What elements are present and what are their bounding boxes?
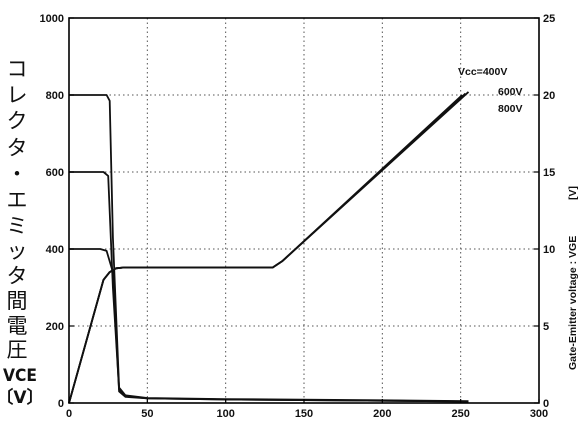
x-tick-label: 250 bbox=[451, 408, 469, 420]
annotation-vcc-400: Vcc=400V bbox=[458, 66, 507, 78]
left-label-char: 圧 bbox=[7, 338, 28, 362]
left-label-char: エ bbox=[7, 188, 28, 212]
left-label-char: タ bbox=[7, 264, 28, 288]
x-tick-label: 150 bbox=[295, 408, 313, 420]
left-tick-label: 0 bbox=[58, 398, 64, 410]
x-tick-label: 50 bbox=[141, 408, 153, 420]
right-tick-label: 10 bbox=[543, 244, 555, 256]
annotations: Vcc=400V 600V 800V bbox=[458, 66, 523, 115]
left-tick-label: 400 bbox=[46, 244, 64, 256]
left-label-char: ク bbox=[7, 109, 28, 133]
x-tick-label: 0 bbox=[66, 408, 72, 420]
right-label-text: Gate-Emitter voltage : VGE bbox=[567, 236, 579, 370]
left-label-char: ミ bbox=[7, 214, 28, 238]
right-tick-label: 15 bbox=[543, 167, 555, 179]
left-label-char: コ bbox=[7, 57, 28, 81]
x-tick-label: 200 bbox=[373, 408, 391, 420]
right-tick-label: 0 bbox=[543, 398, 549, 410]
left-label-char: ッ bbox=[7, 239, 28, 263]
x-tick-label: 300 bbox=[530, 408, 548, 420]
left-label-symbol: VCE bbox=[3, 366, 37, 386]
right-tick-label: 5 bbox=[543, 321, 549, 333]
right-tick-label: 20 bbox=[543, 90, 555, 102]
left-tick-label: 800 bbox=[46, 90, 64, 102]
left-tick-label: 200 bbox=[46, 321, 64, 333]
right-label-unit: [V] bbox=[567, 186, 579, 200]
grid bbox=[69, 18, 539, 403]
left-label-char: タ bbox=[7, 136, 28, 160]
left-label-char: ・ bbox=[7, 162, 28, 186]
left-label-char: 電 bbox=[7, 314, 28, 338]
annotation-800: 800V bbox=[498, 103, 523, 115]
left-tick-label: 1000 bbox=[40, 13, 64, 25]
right-tick-labels: 0 5 10 15 20 25 bbox=[534, 13, 555, 410]
left-label-char: レ bbox=[7, 83, 28, 107]
x-tick-labels: 0 50 100 150 200 250 300 bbox=[66, 399, 548, 420]
right-axis-label: Gate-Emitter voltage : VGE [V] bbox=[567, 186, 579, 370]
left-label-char: 間 bbox=[7, 289, 28, 313]
vge-series-line-5 bbox=[68, 94, 463, 404]
left-tick-labels: 0 200 400 600 800 1000 bbox=[40, 13, 74, 410]
x-tick-label: 100 bbox=[216, 408, 234, 420]
left-label-unit: 〔V〕 bbox=[0, 387, 44, 408]
left-axis-label: コ レ ク タ ・ エ ミ ッ タ 間 電 圧 VCE 〔V〕 bbox=[0, 57, 44, 408]
annotation-600: 600V bbox=[498, 86, 523, 98]
right-tick-label: 25 bbox=[543, 13, 555, 25]
left-tick-label: 600 bbox=[46, 167, 64, 179]
